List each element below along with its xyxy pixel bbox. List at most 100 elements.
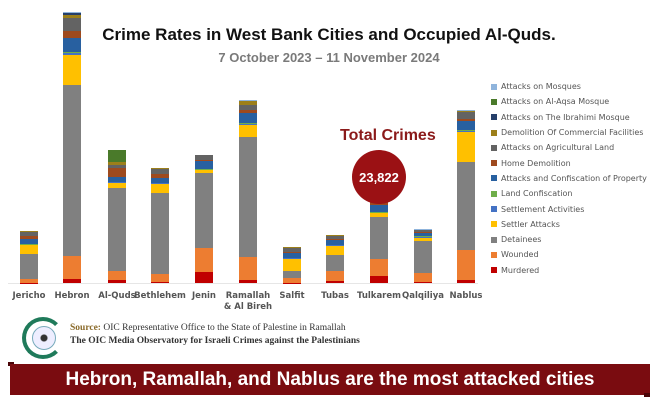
bar-segment xyxy=(457,130,475,132)
bar-segment xyxy=(457,132,475,163)
legend-item: Attacks on Agricultural Land xyxy=(491,140,647,155)
bar-segment xyxy=(20,231,38,233)
bar-nablus xyxy=(457,110,475,283)
x-tick-label: Tubas xyxy=(321,291,349,301)
bar-tulkarem xyxy=(370,199,388,283)
bar-segment xyxy=(63,11,81,13)
legend-swatch-icon xyxy=(491,144,497,151)
bar-bethlehem xyxy=(151,167,169,283)
x-tick-label: Al-Quds xyxy=(98,291,136,301)
bar-segment xyxy=(239,137,257,258)
bar-segment xyxy=(151,177,169,183)
legend-label: Attacks and Confiscation of Property xyxy=(501,173,647,183)
bar-salfit xyxy=(283,247,301,283)
legend-swatch-icon xyxy=(491,251,497,258)
bar-segment xyxy=(414,231,432,233)
legend-label: Wounded xyxy=(501,250,539,260)
bar-segment xyxy=(108,162,126,165)
x-axis-line xyxy=(8,283,478,284)
legend-label: Detainees xyxy=(501,235,542,245)
bar-segment xyxy=(151,168,169,175)
legend-label: Settlement Activities xyxy=(501,204,585,214)
bar-segment xyxy=(457,131,475,133)
x-tick-label: Qalqiliya xyxy=(402,291,444,301)
legend-swatch-icon xyxy=(491,98,497,105)
bar-segment xyxy=(326,246,344,256)
bar-segment xyxy=(195,272,213,283)
legend-item: Murdered xyxy=(491,263,647,278)
bar-segment xyxy=(283,278,301,283)
bar-segment xyxy=(370,204,388,213)
observatory-line: The OIC Media Observatory for Israeli Cr… xyxy=(70,336,360,346)
legend-item: Demolition Of Commercial Facilities xyxy=(491,125,647,140)
bar-tubas xyxy=(326,235,344,283)
x-tick-label: Nablus xyxy=(449,291,483,301)
bar-segment xyxy=(457,121,475,131)
bar-segment xyxy=(239,123,257,125)
bar-segment xyxy=(457,111,475,119)
source-prefix: Source: xyxy=(70,323,101,333)
legend-item: Settlement Activities xyxy=(491,201,647,216)
legend-swatch-icon xyxy=(491,83,497,90)
bar-segment xyxy=(108,167,126,177)
legend-item: Attacks on The Ibrahimi Mosque xyxy=(491,110,647,125)
bar-segment xyxy=(20,239,38,245)
source-text: OIC Representative Office to the State o… xyxy=(100,323,346,333)
legend-swatch-icon xyxy=(491,267,497,274)
bar-segment xyxy=(20,244,38,246)
bar-segment xyxy=(370,212,388,214)
bar-segment xyxy=(414,230,432,232)
bar-segment xyxy=(20,232,38,236)
bar-segment xyxy=(195,172,213,249)
legend-item: Attacks and Confiscation of Property xyxy=(491,171,647,186)
bar-segment xyxy=(239,280,257,283)
legend-swatch-icon xyxy=(491,221,497,228)
legend-swatch-icon xyxy=(491,175,497,182)
bar-segment xyxy=(108,182,126,184)
legend-swatch-icon xyxy=(491,114,497,121)
bar-segment xyxy=(195,248,213,273)
bar-segment xyxy=(414,273,432,282)
legend-item: Attacks on Mosques xyxy=(491,79,647,94)
bar-jericho xyxy=(20,231,38,283)
bar-segment xyxy=(63,14,81,18)
bar-segment xyxy=(108,183,126,188)
legend-swatch-icon xyxy=(491,206,497,213)
legend-label: Attacks on Al-Aqsa Mosque xyxy=(501,97,610,107)
bar-segment xyxy=(414,232,432,237)
headline-banner: Hebron, Ramallah, and Nablus are the mos… xyxy=(10,364,650,395)
bar-segment xyxy=(20,245,38,254)
legend-swatch-icon xyxy=(491,129,497,136)
bar-segment xyxy=(457,162,475,250)
banner-fold-right xyxy=(644,393,650,397)
bar-segment xyxy=(283,252,301,253)
bar-segment xyxy=(239,100,257,106)
legend-label: Attacks on Agricultural Land xyxy=(501,143,615,153)
bar-segment xyxy=(63,278,81,283)
bar-segment xyxy=(239,112,257,124)
bar-segment xyxy=(151,183,169,194)
bar-segment xyxy=(239,124,257,125)
bar-segment xyxy=(326,281,344,283)
total-crimes-badge: 23,822 xyxy=(352,150,406,204)
bar-segment xyxy=(239,124,257,138)
legend-label: Home Demolition xyxy=(501,158,571,168)
bar-segment xyxy=(414,281,432,283)
bar-segment xyxy=(457,279,475,283)
x-tick-label: Tulkarem xyxy=(356,291,402,301)
bar-segment xyxy=(195,155,213,161)
legend-label: Land Confiscation xyxy=(501,189,573,199)
bar-segment xyxy=(63,17,81,32)
bar-segment xyxy=(457,118,475,122)
bar-segment xyxy=(239,105,257,110)
legend-label: Attacks on Mosques xyxy=(501,82,581,92)
bar-segment xyxy=(370,276,388,283)
bar-segment xyxy=(457,110,475,112)
bar-segment xyxy=(63,31,81,39)
bar-segment xyxy=(283,247,301,249)
bar-segment xyxy=(326,245,344,247)
bar-segment xyxy=(370,216,388,259)
legend-label: Murdered xyxy=(501,265,540,275)
bar-segment xyxy=(108,187,126,271)
legend-swatch-icon xyxy=(491,236,497,243)
